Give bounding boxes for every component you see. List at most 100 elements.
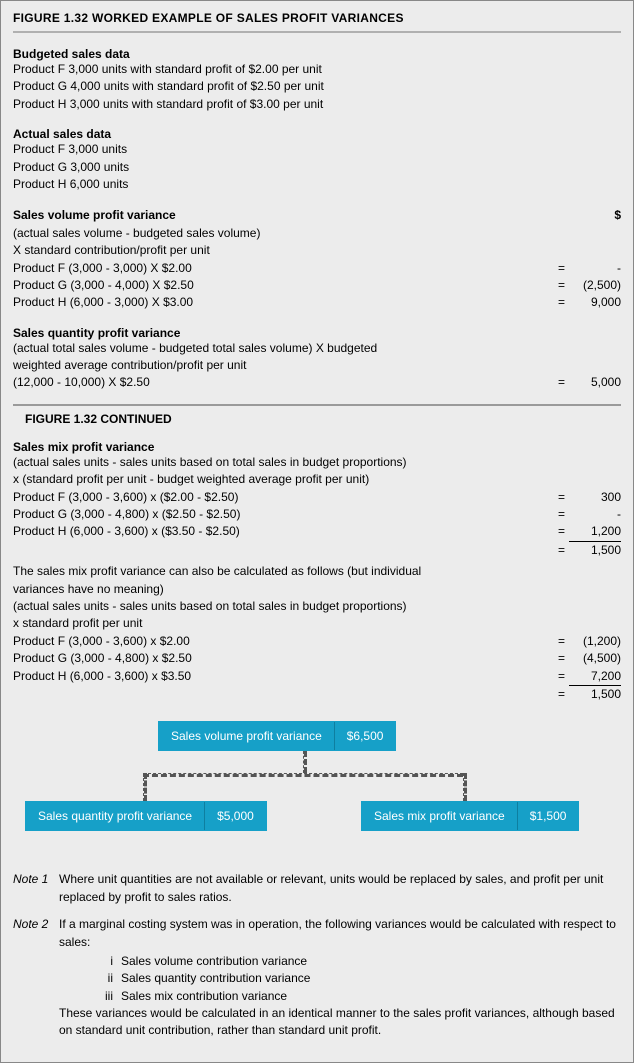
note-2-body: If a marginal costing system was in oper… — [59, 916, 621, 1040]
smpv-ag-lab: Product G (3,000 - 4,800) x $2.50 — [13, 650, 553, 667]
tree-right-lab: Sales mix profit variance — [362, 802, 518, 830]
n2-ii: Sales quantity contribution variance — [121, 970, 310, 987]
smpv-arow-g: Product G (3,000 - 4,800) x $2.50 = (4,5… — [13, 650, 621, 667]
smpv-tot-eq: = — [553, 542, 569, 559]
svpv-g-lab: Product G (3,000 - 4,000) X $2.50 — [13, 277, 553, 294]
note-2: Note 2 If a marginal costing system was … — [13, 916, 621, 1040]
svpv-h-lab: Product H (6,000 - 3,000) X $3.00 — [13, 294, 553, 311]
dollar-header: $ — [569, 207, 621, 224]
n2-ii-num: ii — [99, 970, 121, 987]
smpv-tot-val: 1,500 — [569, 542, 621, 559]
svpv-row-g: Product G (3,000 - 4,000) X $2.50 = (2,5… — [13, 277, 621, 294]
smpv-f-lab: Product F (3,000 - 3,600) x ($2.00 - $2.… — [13, 489, 553, 506]
sqpv-sub1: (actual total sales volume - budgeted to… — [13, 340, 621, 357]
svpv-g-val: (2,500) — [569, 277, 621, 294]
smpv-f-eq: = — [553, 489, 569, 506]
svpv-g-eq: = — [553, 277, 569, 294]
note-1-tag: Note 1 — [13, 871, 59, 906]
variance-tree: Sales volume profit variance $6,500 Sale… — [13, 721, 621, 853]
svpv-f-eq: = — [553, 260, 569, 277]
actual-g: Product G 3,000 units — [13, 159, 621, 176]
smpv-g-val: - — [569, 506, 621, 523]
svpv-h-eq: = — [553, 294, 569, 311]
budgeted-g: Product G 4,000 units with standard prof… — [13, 78, 621, 95]
smpv-h-lab: Product H (6,000 - 3,600) x ($3.50 - $2.… — [13, 523, 553, 541]
connector-v-left — [143, 773, 147, 801]
tree-top-box: Sales volume profit variance $6,500 — [158, 721, 396, 751]
actual-head: Actual sales data — [13, 127, 621, 141]
smpv-sub1: (actual sales units - sales units based … — [13, 454, 621, 471]
note-1-body: Where unit quantities are not available … — [59, 871, 621, 906]
svpv-f-val: - — [569, 260, 621, 277]
budgeted-f: Product F 3,000 units with standard prof… — [13, 61, 621, 78]
note-2-sublist: iSales volume contribution variance iiSa… — [99, 953, 621, 1005]
tree-left-box: Sales quantity profit variance $5,000 — [25, 801, 267, 831]
svpv-row-f: Product F (3,000 - 3,000) X $2.00 = - — [13, 260, 621, 277]
note-2-tail: These variances would be calculated in a… — [59, 1005, 621, 1040]
n2-iii-num: iii — [99, 988, 121, 1005]
smpv-g-lab: Product G (3,000 - 4,800) x ($2.50 - $2.… — [13, 506, 553, 523]
smpv-arow-f: Product F (3,000 - 3,600) x $2.00 = (1,2… — [13, 633, 621, 650]
svpv-f-lab: Product F (3,000 - 3,000) X $2.00 — [13, 260, 553, 277]
smpv-row-f: Product F (3,000 - 3,600) x ($2.00 - $2.… — [13, 489, 621, 506]
n2-iii: Sales mix contribution variance — [121, 988, 287, 1005]
n2-i: Sales volume contribution variance — [121, 953, 307, 970]
connector-v-top — [303, 751, 307, 773]
smpv-af-lab: Product F (3,000 - 3,600) x $2.00 — [13, 633, 553, 650]
svpv-sub1: (actual sales volume - budgeted sales vo… — [13, 225, 621, 242]
smpv-alt4: x standard profit per unit — [13, 615, 621, 632]
sqpv-sub2: weighted average contribution/profit per… — [13, 357, 621, 374]
smpv-ah-eq: = — [553, 668, 569, 686]
sqpv-calc-val: 5,000 — [569, 374, 621, 391]
sqpv-calc-eq: = — [553, 374, 569, 391]
figure-container: FIGURE 1.32 WORKED EXAMPLE OF SALES PROF… — [0, 0, 634, 1063]
smpv-alt1: The sales mix profit variance can also b… — [13, 563, 621, 580]
smpv-ah-val: 7,200 — [569, 668, 621, 686]
note-2-lead: If a marginal costing system was in oper… — [59, 916, 621, 951]
svpv-h-val: 9,000 — [569, 294, 621, 311]
figure-title: FIGURE 1.32 WORKED EXAMPLE OF SALES PROF… — [13, 11, 621, 33]
sqpv-head: Sales quantity profit variance — [13, 326, 621, 340]
note-1: Note 1 Where unit quantities are not ava… — [13, 871, 621, 906]
smpv-atot-eq: = — [553, 686, 569, 703]
svpv-row-h: Product H (6,000 - 3,000) X $3.00 = 9,00… — [13, 294, 621, 311]
smpv-ag-eq: = — [553, 650, 569, 667]
sqpv-calc-lab: (12,000 - 10,000) X $2.50 — [13, 374, 553, 391]
smpv-g-eq: = — [553, 506, 569, 523]
tree-top-lab: Sales volume profit variance — [159, 722, 335, 750]
tree-right-box: Sales mix profit variance $1,500 — [361, 801, 579, 831]
smpv-arow-h: Product H (6,000 - 3,600) x $3.50 = 7,20… — [13, 668, 621, 686]
budgeted-head: Budgeted sales data — [13, 47, 621, 61]
smpv-atot-val: 1,500 — [569, 686, 621, 703]
smpv-head: Sales mix profit variance — [13, 440, 621, 454]
smpv-af-val: (1,200) — [569, 633, 621, 650]
connector-v-right — [463, 773, 467, 801]
smpv-sub2: x (standard profit per unit - budget wei… — [13, 471, 621, 488]
smpv-row-g: Product G (3,000 - 4,800) x ($2.50 - $2.… — [13, 506, 621, 523]
smpv-arow-total: = 1,500 — [13, 686, 621, 703]
svpv-head: Sales volume profit variance — [13, 207, 569, 224]
actual-f: Product F 3,000 units — [13, 141, 621, 158]
tree-left-amt: $5,000 — [205, 802, 266, 830]
tree-left-lab: Sales quantity profit variance — [26, 802, 205, 830]
smpv-h-eq: = — [553, 523, 569, 541]
note-2-tag: Note 2 — [13, 916, 59, 1040]
budgeted-h: Product H 3,000 units with standard prof… — [13, 96, 621, 113]
smpv-alt3: (actual sales units - sales units based … — [13, 598, 621, 615]
tree-right-amt: $1,500 — [518, 802, 579, 830]
tree-top-amt: $6,500 — [335, 722, 396, 750]
smpv-row-total: = 1,500 — [13, 542, 621, 559]
notes: Note 1 Where unit quantities are not ava… — [13, 871, 621, 1040]
connector-h — [143, 773, 463, 777]
n2-i-num: i — [99, 953, 121, 970]
sqpv-calc: (12,000 - 10,000) X $2.50 = 5,000 — [13, 374, 621, 391]
smpv-alt2: variances have no meaning) — [13, 581, 621, 598]
smpv-row-h: Product H (6,000 - 3,600) x ($3.50 - $2.… — [13, 523, 621, 541]
smpv-f-val: 300 — [569, 489, 621, 506]
smpv-ag-val: (4,500) — [569, 650, 621, 667]
figure-continued: FIGURE 1.32 CONTINUED — [13, 404, 621, 426]
svpv-sub2: X standard contribution/profit per unit — [13, 242, 621, 259]
smpv-ah-lab: Product H (6,000 - 3,600) x $3.50 — [13, 668, 553, 686]
smpv-h-val: 1,200 — [569, 523, 621, 541]
actual-h: Product H 6,000 units — [13, 176, 621, 193]
